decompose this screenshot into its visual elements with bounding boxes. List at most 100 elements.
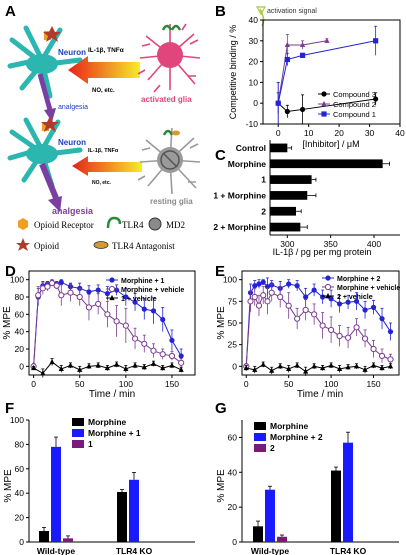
opioid-icon-bottom [41, 116, 59, 132]
legend-swatch [72, 429, 84, 437]
data-point [378, 352, 386, 360]
y-tick-label: 40 [15, 488, 25, 498]
data-point [373, 96, 379, 102]
data-point [285, 302, 292, 309]
legend-label: Morphine [88, 417, 127, 427]
x-tick-label: 400 [367, 239, 381, 249]
data-point [353, 298, 360, 304]
legend-marker [324, 283, 332, 291]
legend-label: Compound 3 [333, 90, 376, 99]
legend-swatch [72, 418, 84, 426]
data-point [370, 362, 377, 368]
y-tick-label: 50 [228, 318, 238, 328]
data-point [269, 367, 275, 373]
data-point [345, 299, 351, 305]
y-tick-label: 25 [228, 340, 238, 350]
legend-md2: MD2 [166, 220, 185, 230]
y-tick-label: 20 [249, 57, 259, 67]
y-tick-label: 20 [15, 513, 25, 523]
panel-e-ylabel: % MPE [216, 306, 227, 340]
panel-d-frame [28, 270, 196, 376]
data-point [268, 289, 275, 296]
y-tick-label: 60 [228, 432, 238, 442]
panel-label-b: B [215, 3, 226, 20]
panel-e-xlabel: Time / min [297, 389, 343, 400]
legend-marker [325, 292, 331, 299]
x-tick-label: 0 [31, 379, 36, 389]
data-point [320, 294, 326, 300]
opioid-receptor-icon-bottom [42, 122, 49, 131]
data-point [303, 368, 309, 374]
data-point [178, 366, 184, 372]
data-point [58, 292, 65, 299]
data-point [104, 364, 110, 371]
y-tick-label: 10 [249, 77, 259, 87]
series-2 [275, 25, 379, 124]
bar [270, 206, 296, 216]
resting-glia-icon [137, 127, 201, 195]
legend-marker [109, 294, 115, 301]
legend-label: 2 [270, 443, 275, 453]
data-point [264, 298, 271, 305]
data-point [353, 324, 360, 331]
opioid-icon [43, 26, 61, 42]
data-point [49, 358, 55, 365]
data-point [361, 335, 369, 342]
category-label: 2 + Morphine [213, 222, 266, 232]
legend-label: Morphine + vehicle [337, 285, 400, 292]
series-line [277, 40, 376, 104]
legend-label: Morphine + 1 [121, 278, 164, 285]
data-point [95, 362, 101, 368]
panel-d-plot: 0 50 100 150 0 20 40 60 80 100 Morphine + 1 Morphin… [10, 275, 185, 389]
panel-c: C 300 350 400 Control Morphine 1 1 + Morphine 2… [213, 140, 400, 257]
x-tick-label: 350 [324, 239, 338, 249]
panel-f: F 0 20 40 60 80 100 Wild-type TLR4 KO MorphineMo… [3, 400, 195, 555]
series-line [277, 40, 328, 104]
data-point [132, 362, 138, 368]
data-point [95, 287, 101, 293]
category-label: Morphine [228, 159, 267, 169]
legend-marker [321, 111, 327, 117]
y-tick-label: 0 [232, 361, 237, 371]
y-tick-label: 80 [15, 292, 25, 302]
category-label: Wild-type [251, 546, 289, 555]
y-tick-label: 60 [15, 309, 25, 319]
data-point [168, 352, 176, 360]
data-point [104, 290, 110, 297]
data-point [160, 364, 166, 371]
y-tick-label: 100 [223, 275, 237, 285]
data-point [86, 363, 92, 369]
x-tick-label: 100 [119, 379, 133, 389]
data-point [114, 361, 120, 367]
y-tick-label: 20 [15, 344, 25, 354]
data-point [324, 37, 330, 43]
bar [265, 489, 275, 542]
data-point [373, 38, 379, 44]
data-point [53, 282, 60, 289]
bar [270, 191, 308, 200]
cytokines-label-bottom: IL-1β, TNFα [88, 148, 119, 154]
data-point [243, 364, 249, 371]
legend-opioid: Opioid [34, 241, 60, 251]
legend-marker [321, 100, 327, 107]
x-tick-label: 50 [284, 379, 294, 389]
no-label-top: NO, etc. [92, 88, 115, 94]
data-point [252, 366, 258, 372]
y-tick-label: 100 [10, 275, 24, 285]
data-point [141, 306, 147, 312]
y-tick-label: 0 [253, 98, 258, 108]
bar [343, 442, 353, 542]
legend-antagonist-icon [93, 241, 109, 249]
neuron-top-icon [7, 25, 83, 122]
data-point [67, 289, 74, 296]
data-point [311, 311, 318, 318]
data-point [379, 364, 385, 371]
bar [331, 470, 341, 542]
legend-label: 1 + vehicle [121, 296, 157, 303]
x-tick-label: 20 [334, 128, 344, 138]
bar [39, 531, 49, 542]
data-point [123, 294, 129, 300]
legend-label: Morphine [270, 421, 309, 431]
data-point [286, 281, 292, 287]
